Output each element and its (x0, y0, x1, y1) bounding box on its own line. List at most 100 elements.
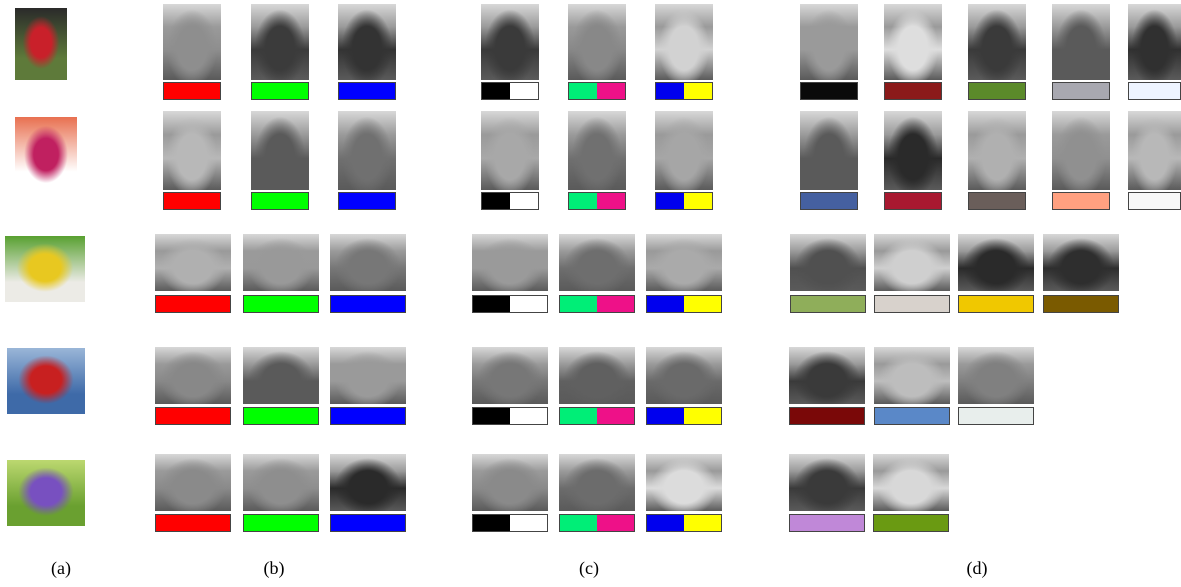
swatch-segment (510, 408, 547, 424)
color-swatch-b-postbox-1 (163, 82, 221, 100)
swatch-segment (684, 408, 721, 424)
color-swatch-b-sunflower-3 (330, 295, 406, 313)
swatch-segment (885, 193, 941, 209)
grayscale-d-sunflower-2 (874, 234, 950, 291)
grayscale-d-tomatoes-2 (874, 347, 950, 404)
color-swatch-b-postbox-2 (251, 82, 309, 100)
grayscale-c-flower-2 (559, 454, 635, 511)
swatch-segment (164, 83, 220, 99)
grayscale-c-flower-3 (646, 454, 722, 511)
swatch-segment (164, 193, 220, 209)
color-swatch-d-tomatoes-1 (789, 407, 865, 425)
grayscale-d-postbox-3 (968, 4, 1026, 80)
grayscale-d-child-1 (800, 111, 858, 190)
swatch-segment (244, 408, 318, 424)
grayscale-d-sunflower-4 (1043, 234, 1119, 291)
color-swatch-c-flower-3 (646, 514, 722, 532)
grayscale-c-postbox-1 (481, 4, 539, 80)
swatch-segment (1044, 296, 1118, 312)
color-swatch-d-sunflower-3 (958, 295, 1034, 313)
color-swatch-b-child-2 (251, 192, 309, 210)
color-swatch-b-postbox-3 (338, 82, 396, 100)
grayscale-d-tomatoes-1 (789, 347, 865, 404)
original-image-tomatoes (7, 348, 85, 414)
original-image-child (15, 117, 77, 195)
grayscale-c-sunflower-2 (559, 234, 635, 291)
grayscale-c-tomatoes-1 (472, 347, 548, 404)
grayscale-b-tomatoes-3 (330, 347, 406, 404)
swatch-segment (597, 193, 625, 209)
grayscale-b-postbox-3 (338, 4, 396, 80)
swatch-segment (331, 515, 405, 531)
color-swatch-b-child-3 (338, 192, 396, 210)
swatch-segment (684, 83, 712, 99)
color-swatch-b-tomatoes-3 (330, 407, 406, 425)
swatch-segment (473, 408, 510, 424)
swatch-segment (597, 408, 634, 424)
color-swatch-d-postbox-1 (800, 82, 858, 100)
swatch-segment (969, 83, 1025, 99)
swatch-segment (1053, 193, 1109, 209)
swatch-segment (791, 296, 865, 312)
color-swatch-d-child-3 (968, 192, 1026, 210)
grayscale-d-postbox-1 (800, 4, 858, 80)
swatch-segment (482, 193, 510, 209)
swatch-segment (339, 193, 395, 209)
grayscale-b-flower-2 (243, 454, 319, 511)
swatch-segment (656, 83, 684, 99)
grayscale-c-flower-1 (472, 454, 548, 511)
grayscale-d-tomatoes-3 (958, 347, 1034, 404)
swatch-segment (874, 515, 948, 531)
grayscale-d-sunflower-1 (790, 234, 866, 291)
swatch-segment (569, 193, 597, 209)
original-image-postbox (15, 8, 67, 80)
grayscale-b-sunflower-3 (330, 234, 406, 291)
color-swatch-b-flower-1 (155, 514, 231, 532)
swatch-segment (560, 296, 597, 312)
swatch-segment (473, 515, 510, 531)
color-swatch-d-tomatoes-2 (874, 407, 950, 425)
grayscale-c-postbox-3 (655, 4, 713, 80)
color-swatch-d-tomatoes-3 (958, 407, 1034, 425)
swatch-segment (510, 296, 547, 312)
grayscale-d-postbox-2 (884, 4, 942, 80)
swatch-segment (875, 296, 949, 312)
grayscale-d-postbox-5 (1128, 4, 1181, 80)
swatch-segment (684, 515, 721, 531)
swatch-segment (875, 408, 949, 424)
color-swatch-d-child-5 (1128, 192, 1181, 210)
color-swatch-b-flower-3 (330, 514, 406, 532)
swatch-segment (959, 296, 1033, 312)
color-swatch-d-child-2 (884, 192, 942, 210)
grayscale-d-sunflower-3 (958, 234, 1034, 291)
grayscale-d-flower-1 (789, 454, 865, 511)
grayscale-b-sunflower-1 (155, 234, 231, 291)
grayscale-b-tomatoes-2 (243, 347, 319, 404)
swatch-segment (331, 296, 405, 312)
swatch-segment (244, 515, 318, 531)
swatch-segment (1129, 83, 1180, 99)
swatch-segment (801, 83, 857, 99)
color-swatch-d-postbox-5 (1128, 82, 1181, 100)
color-swatch-b-tomatoes-1 (155, 407, 231, 425)
swatch-segment (597, 296, 634, 312)
color-swatch-d-sunflower-2 (874, 295, 950, 313)
color-swatch-d-flower-2 (873, 514, 949, 532)
color-swatch-d-postbox-4 (1052, 82, 1110, 100)
swatch-segment (885, 83, 941, 99)
swatch-segment (510, 193, 538, 209)
swatch-segment (597, 83, 625, 99)
color-swatch-d-child-4 (1052, 192, 1110, 210)
grayscale-b-tomatoes-1 (155, 347, 231, 404)
swatch-segment (569, 83, 597, 99)
color-swatch-d-postbox-3 (968, 82, 1026, 100)
swatch-segment (510, 83, 538, 99)
swatch-segment (597, 515, 634, 531)
color-swatch-b-flower-2 (243, 514, 319, 532)
swatch-segment (482, 83, 510, 99)
swatch-segment (331, 408, 405, 424)
grayscale-d-child-4 (1052, 111, 1110, 190)
label-b: (b) (263, 558, 285, 578)
grayscale-b-sunflower-2 (243, 234, 319, 291)
swatch-segment (252, 193, 308, 209)
